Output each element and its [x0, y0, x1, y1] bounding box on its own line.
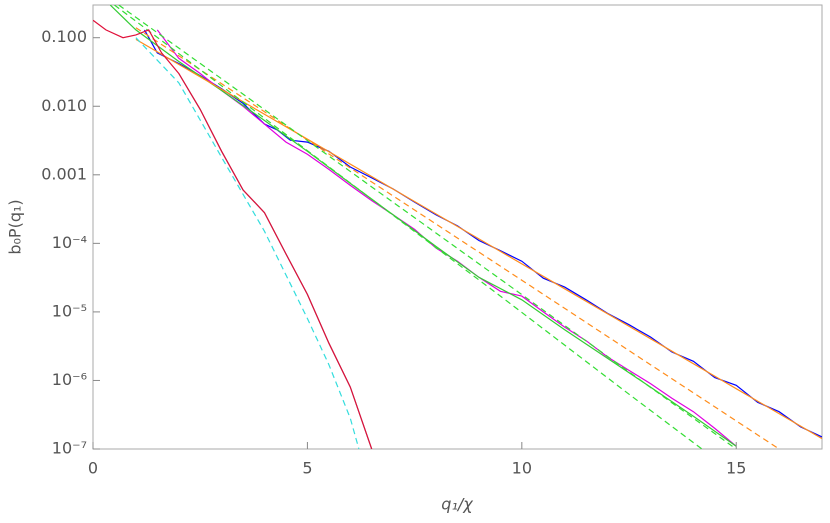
series-line — [135, 38, 822, 440]
y-tick-label: 0.010 — [41, 96, 87, 115]
series-line — [93, 19, 373, 449]
y-tick-label: 10⁻⁵ — [52, 301, 87, 320]
x-tick-label: 15 — [726, 459, 746, 478]
series-line — [178, 73, 373, 449]
y-axis-label: b₀P(q₁) — [6, 199, 25, 254]
y-tick-label: 10⁻⁶ — [52, 370, 87, 389]
series-line — [114, 5, 703, 449]
series-line — [118, 5, 737, 449]
x-tick-label: 5 — [302, 459, 312, 478]
y-tick-label: 10⁻⁴ — [52, 233, 87, 252]
y-tick-label: 0.001 — [41, 164, 87, 183]
y-tick-label: 10⁻⁷ — [52, 439, 87, 458]
series-line — [143, 29, 822, 438]
plot-frame — [92, 4, 823, 450]
x-tick-label: 10 — [512, 459, 532, 478]
x-tick-label: 0 — [88, 459, 98, 478]
plot-area — [93, 5, 822, 449]
x-axis-label: q₁/χ — [441, 495, 473, 514]
series-line — [156, 29, 737, 447]
y-tick-label: 0.100 — [41, 27, 87, 46]
series-line — [135, 37, 360, 449]
series-line — [109, 5, 737, 447]
series-line — [135, 27, 780, 449]
